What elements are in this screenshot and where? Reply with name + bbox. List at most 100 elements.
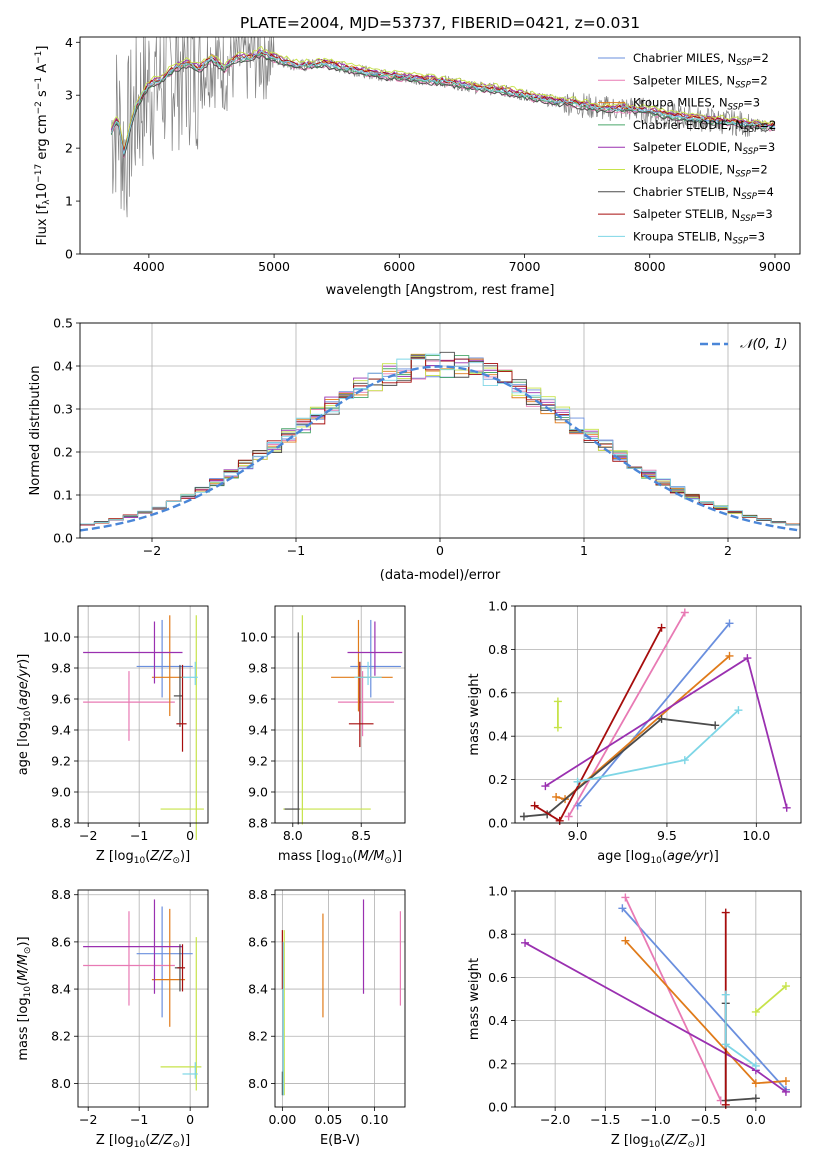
- y-tick-label: 8.6: [248, 934, 268, 949]
- normal-curve: [79, 365, 801, 532]
- y-tick-label: 0.0: [488, 1100, 508, 1115]
- x-tick-label: 9.0: [568, 828, 588, 843]
- y-tick-label: 8.8: [248, 816, 268, 831]
- legend-entry: Chabrier STELIB, NSSP=4: [633, 185, 774, 202]
- x-axis-label: E(B-V): [320, 1133, 360, 1148]
- x-tick-label: 9000: [759, 259, 791, 274]
- y-tick-label: 0.4: [488, 1013, 508, 1028]
- axes-frame: [514, 605, 802, 824]
- model-spectrum-line-7: [110, 54, 776, 158]
- y-tick-label: 8.8: [51, 887, 71, 902]
- y-tick-label: 10.0: [43, 630, 71, 645]
- figure-title: PLATE=2004, MJD=53737, FIBERID=0421, z=0…: [240, 14, 640, 32]
- y-tick-label: 0.3: [53, 402, 73, 417]
- y-tick-label: 10.0: [240, 630, 268, 645]
- y-tick-label: 8.8: [248, 887, 268, 902]
- data-point-marker: [781, 1077, 790, 1086]
- legend-entry: 𝒩(0, 1): [740, 337, 787, 352]
- y-axis-label: mass weight: [467, 673, 482, 755]
- x-tick-label: −1: [287, 543, 305, 558]
- series-line: [567, 612, 686, 817]
- series-line: [523, 717, 716, 818]
- y-tick-label: 0.8: [488, 927, 508, 942]
- y-tick-label: 1.0: [488, 884, 508, 899]
- series-line: [621, 907, 787, 1091]
- x-tick-label: 7000: [509, 259, 541, 274]
- y-tick-label: 8.4: [51, 982, 71, 997]
- y-tick-label: 9.2: [248, 754, 268, 769]
- data-point-marker: [751, 1007, 760, 1016]
- x-tick-label: 6000: [383, 259, 415, 274]
- x-tick-label: −0.5: [690, 1112, 720, 1127]
- y-tick-label: 9.4: [248, 723, 268, 738]
- mass-vs-metallicity-panel: −2 −1 0 8.0 8.2 8.4 8.6 8.8 Z [log10(Z/Z⊙)] mass …: [16, 887, 209, 1150]
- legend-entry: Salpeter STELIB, NSSP=3: [633, 207, 773, 224]
- y-axis-label: Flux [fλ10−17 erg cm−2 s−1 A−1]: [34, 46, 52, 246]
- data-point-marker: [680, 756, 689, 765]
- legend-entry: Kroupa ELODIE, NSSP=2: [633, 163, 768, 180]
- spectrum-panel: 4000 5000 6000 7000 8000 9000 0 1 2 3 4 wavelength …: [34, 35, 801, 298]
- data-point-marker: [621, 893, 630, 902]
- age-vs-mass-panel: 8.0 8.5 8.8 9.0 9.2 9.4 9.6 9.8 10.0 mass [log10(…: [240, 605, 406, 866]
- x-tick-label: 5000: [258, 259, 290, 274]
- series-line: [624, 897, 722, 1101]
- data-point-marker: [751, 1079, 760, 1088]
- data-point-marker: [721, 1100, 730, 1109]
- x-tick-label: 8000: [634, 259, 666, 274]
- y-tick-label: 1: [65, 194, 73, 209]
- legend-entry: Kroupa MILES, NSSP=3: [633, 96, 760, 113]
- x-tick-label: −2: [79, 828, 97, 843]
- y-tick-label: 9.0: [248, 785, 268, 800]
- legend-entry: Kroupa STELIB, NSSP=3: [633, 229, 765, 246]
- data-point-marker: [530, 801, 539, 810]
- y-tick-label: 9.6: [51, 692, 71, 707]
- data-point-marker: [553, 723, 562, 732]
- data-point-marker: [521, 938, 530, 947]
- y-tick-label: 0.6: [488, 970, 508, 985]
- legend-entry: Chabrier MILES, NSSP=2: [633, 51, 769, 68]
- x-tick-label: −2: [143, 543, 161, 558]
- data-point-marker: [721, 908, 730, 917]
- y-axis-label: Normed distribution: [28, 366, 43, 496]
- x-tick-label: 0.10: [361, 1112, 389, 1127]
- axes-frame: [77, 889, 209, 1108]
- y-axis-label: mass [log10(M/M⊙)]: [16, 936, 33, 1060]
- x-tick-label: 10.0: [742, 828, 770, 843]
- data-point-marker: [781, 1087, 790, 1096]
- y-tick-label: 0.4: [53, 359, 73, 374]
- data-point-marker: [721, 1040, 730, 1049]
- y-tick-label: 8.2: [51, 1029, 71, 1044]
- age-vs-metallicity-panel: −2 −1 0 8.8 9.0 9.2 9.4 9.6 9.8 10.0 Z [log10(Z/Z⊙…: [16, 605, 209, 866]
- model-spectrum-line-4: [110, 53, 776, 156]
- data-point-marker: [725, 619, 734, 628]
- data-point-marker: [553, 697, 562, 706]
- data-point-marker: [555, 816, 564, 825]
- y-tick-label: 8.2: [248, 1029, 268, 1044]
- data-point-marker: [564, 812, 573, 821]
- x-tick-label: 4000: [133, 259, 165, 274]
- x-axis-label: Z [log10(Z/Z⊙)]: [96, 1133, 190, 1150]
- residual-histogram-panel: −2 −1 0 1 2 0.0 0.1 0.2 0.3 0.4 0.5 𝒩(0, 1) (data-mo…: [28, 316, 801, 583]
- x-tick-label: −1: [130, 828, 148, 843]
- x-axis-label: age [log10(age/yr)]: [597, 849, 719, 866]
- axes-frame: [514, 890, 802, 1108]
- y-tick-label: 0: [65, 247, 73, 262]
- x-tick-label: 8.0: [283, 828, 303, 843]
- x-tick-label: 0.05: [315, 1112, 343, 1127]
- data-point-marker: [552, 792, 561, 801]
- x-axis-label: Z [log10(Z/Z⊙)]: [96, 849, 190, 866]
- data-point-marker: [781, 982, 790, 991]
- x-axis-label: (data-model)/error: [380, 568, 501, 583]
- x-tick-label: −2: [79, 1112, 97, 1127]
- data-point-marker: [657, 623, 666, 632]
- y-tick-label: 0.8: [488, 642, 508, 657]
- x-tick-label: 9.5: [657, 828, 677, 843]
- x-tick-label: 0.0: [746, 1112, 766, 1127]
- y-tick-label: 9.2: [51, 754, 71, 769]
- x-tick-label: −1: [130, 1112, 148, 1127]
- y-tick-label: 0.1: [53, 488, 73, 503]
- y-tick-label: 8.6: [51, 934, 71, 949]
- x-tick-label: 2: [724, 543, 732, 558]
- y-tick-label: 4: [65, 35, 73, 50]
